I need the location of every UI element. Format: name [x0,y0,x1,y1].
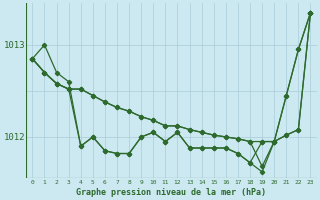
X-axis label: Graphe pression niveau de la mer (hPa): Graphe pression niveau de la mer (hPa) [76,188,267,197]
